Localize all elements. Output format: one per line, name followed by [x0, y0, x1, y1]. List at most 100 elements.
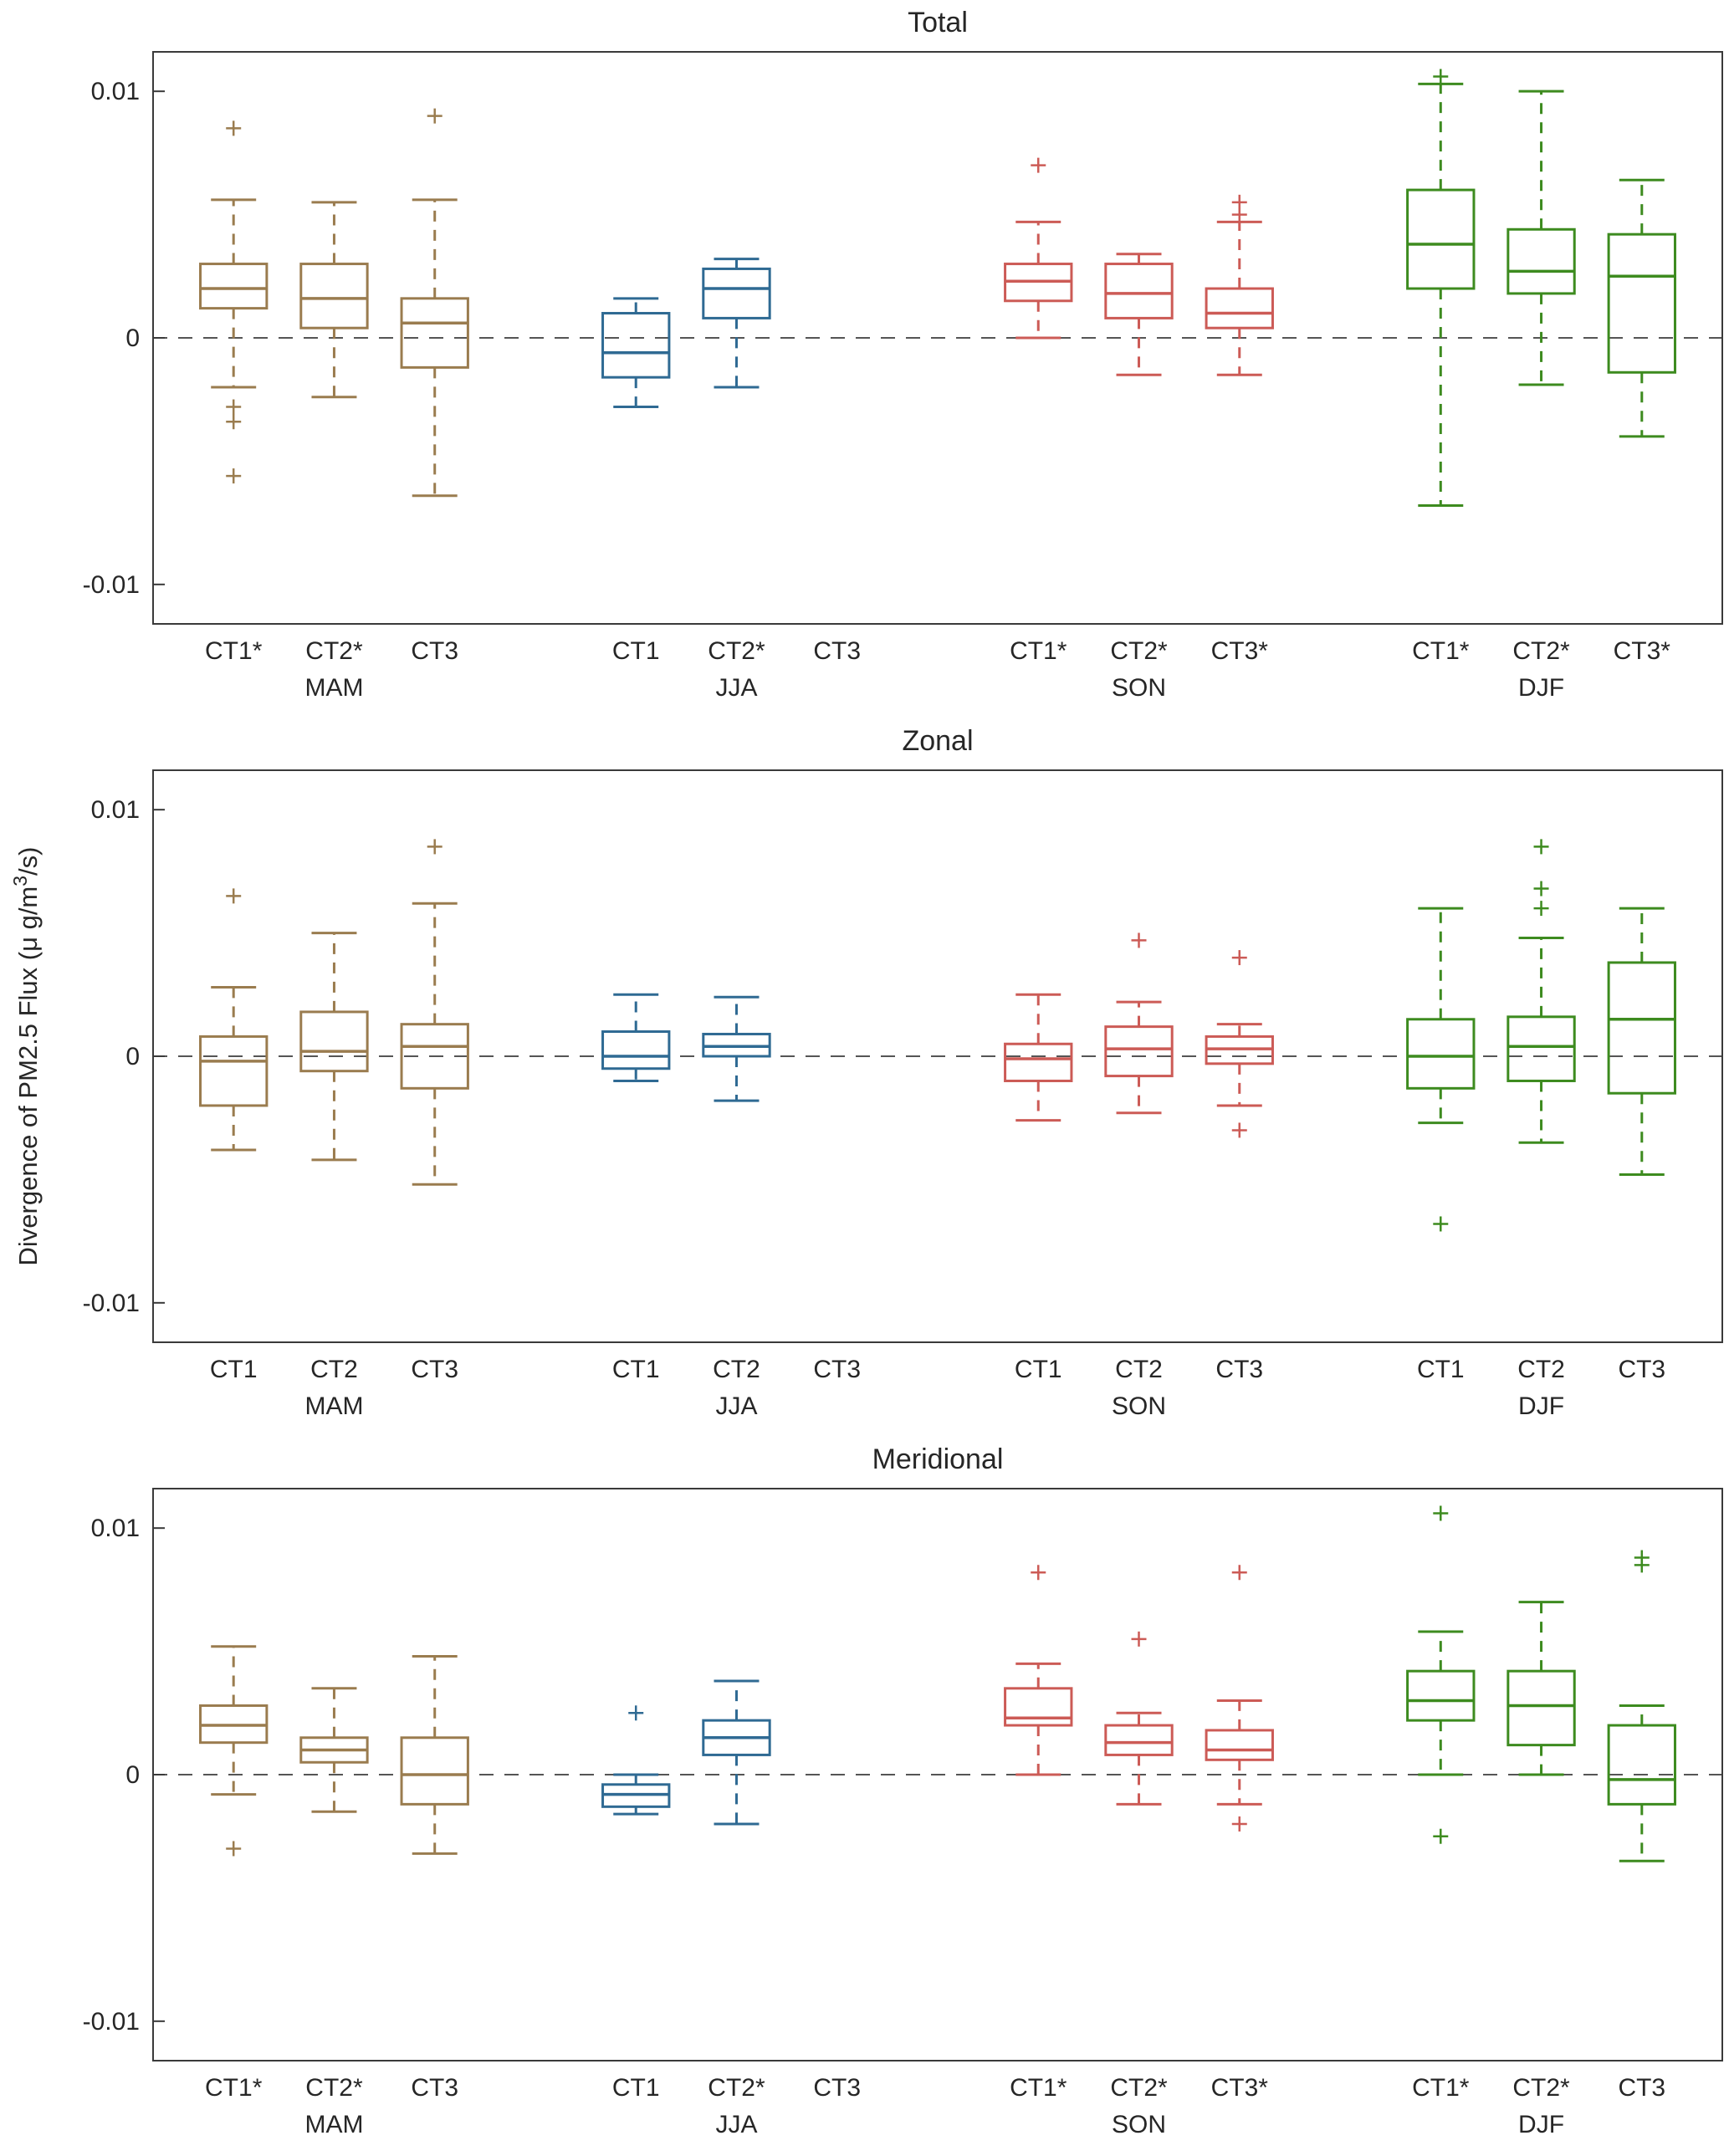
box-DJF-CT3 [1607, 907, 1676, 1177]
box-SON-CT2* [1104, 1631, 1174, 1806]
y-tick-label: 0 [125, 324, 140, 352]
iqr-box [1506, 1669, 1576, 1747]
iqr-box [1104, 263, 1174, 319]
panel-zonal: Zonal -0.01 0 0.01 CT1 CT2 CT3 MAM CT1 CT2 CT3 JJA C… [0, 718, 1729, 1437]
box-JJA-CT1 [601, 993, 671, 1082]
iqr-box [1607, 1724, 1676, 1806]
iqr-box [702, 267, 771, 319]
plot-frame [152, 51, 1723, 625]
iqr-box [199, 1035, 269, 1107]
box-DJF-CT1* [1406, 69, 1476, 507]
x-tick-label: CT1 [612, 1356, 660, 1383]
season-label: SON [1112, 674, 1166, 702]
x-tick-label: CT3* [1211, 637, 1269, 665]
iqr-box [601, 312, 671, 379]
panel-meridional: Meridional -0.01 0 0.01 CT1* CT2* CT3 MAM CT1 CT2… [0, 1437, 1729, 2155]
box-DJF-CT2 [1506, 839, 1576, 1144]
x-tick-label: CT2* [708, 2074, 765, 2102]
x-tick-label: CT2 [713, 1356, 760, 1383]
x-tick-label: CT1 [612, 2074, 660, 2102]
box-MAM-CT2* [299, 201, 369, 399]
x-tick-label: CT3* [1211, 2074, 1269, 2102]
x-tick-label: CT3 [1618, 2074, 1665, 2102]
season-label: JJA [715, 674, 757, 702]
season-label: DJF [1518, 1392, 1564, 1420]
season-label: SON [1112, 2111, 1166, 2138]
box-JJA-CT2 [702, 995, 771, 1102]
iqr-box [1004, 1042, 1073, 1082]
x-tick-label: CT1 [210, 1356, 258, 1383]
season-label: MAM [304, 2111, 363, 2138]
iqr-box [1506, 227, 1576, 295]
iqr-box [400, 297, 469, 369]
x-tick-label: CT3 [411, 2074, 458, 2102]
y-tick-label: 0 [125, 1761, 140, 1789]
box-SON-CT3* [1205, 194, 1274, 376]
x-tick-label: CT3 [813, 2074, 861, 2102]
box-DJF-CT3* [1607, 178, 1676, 438]
x-tick-label: CT1 [1015, 1356, 1062, 1383]
box-MAM-CT3 [400, 839, 469, 1186]
x-tick-label: CT1 [612, 637, 660, 665]
box-SON-CT3 [1205, 950, 1274, 1138]
y-tick-label: -0.01 [83, 2008, 140, 2036]
season-label: SON [1112, 1392, 1166, 1420]
iqr-box [1104, 1025, 1174, 1078]
season-label: DJF [1518, 674, 1564, 702]
panel-title: Total [908, 7, 968, 38]
iqr-box [1406, 188, 1476, 290]
x-tick-label: CT2 [310, 1356, 358, 1383]
zonal-chart: Zonal -0.01 0 0.01 CT1 CT2 CT3 MAM CT1 CT2 CT3 JJA C… [9, 725, 1723, 1420]
panel-title: Zonal [902, 725, 973, 757]
box-SON-CT3* [1205, 1565, 1274, 1832]
box-DJF-CT1 [1406, 907, 1476, 1232]
iqr-box [1205, 1729, 1274, 1761]
iqr-box [199, 263, 269, 310]
x-tick-label: CT2 [1517, 1356, 1565, 1383]
box-SON-CT1* [1004, 157, 1073, 340]
panel-title: Meridional [872, 1443, 1004, 1475]
box-MAM-CT1* [199, 120, 269, 484]
x-tick-label: CT1* [1010, 2074, 1067, 2102]
box-MAM-CT1 [199, 888, 269, 1152]
x-tick-label: CT2 [1115, 1356, 1163, 1383]
y-tick-label: -0.01 [83, 571, 140, 599]
box-SON-CT2 [1104, 932, 1174, 1115]
box-MAM-CT2 [299, 932, 369, 1162]
x-tick-label: CT2* [1512, 2074, 1570, 2102]
box-DJF-CT1* [1406, 1505, 1476, 1844]
x-tick-label: CT3 [1618, 1356, 1665, 1383]
iqr-box [1406, 1669, 1476, 1722]
iqr-box [400, 1736, 469, 1806]
season-label: MAM [304, 674, 363, 702]
x-tick-label: CT1 [1417, 1356, 1465, 1383]
x-tick-label: CT2* [305, 2074, 363, 2102]
iqr-box [1406, 1018, 1476, 1090]
box-SON-CT1 [1004, 993, 1073, 1122]
x-tick-label: CT3 [813, 637, 861, 665]
iqr-box [299, 263, 369, 330]
meridional-chart: Meridional -0.01 0 0.01 CT1* CT2* CT3 MAM CT1 CT2… [83, 1443, 1723, 2138]
iqr-box [1607, 232, 1676, 374]
plot-frame [152, 1488, 1723, 2061]
x-tick-label: CT3 [1215, 1356, 1263, 1383]
y-tick-label: -0.01 [83, 1290, 140, 1317]
x-tick-label: CT3 [411, 1356, 458, 1383]
box-DJF-CT2* [1506, 89, 1576, 386]
season-label: JJA [715, 1392, 757, 1420]
x-tick-label: CT1* [1412, 2074, 1470, 2102]
x-tick-label: CT1* [205, 2074, 263, 2102]
y-tick-label: 0.01 [91, 78, 140, 105]
iqr-box [1104, 1724, 1174, 1756]
box-JJA-CT1 [601, 297, 671, 409]
x-tick-label: CT2* [1110, 637, 1168, 665]
x-tick-label: CT1* [1412, 637, 1470, 665]
x-tick-label: CT1* [1010, 637, 1067, 665]
x-tick-label: CT1* [205, 637, 263, 665]
box-MAM-CT2* [299, 1687, 369, 1813]
iqr-box [1205, 287, 1274, 330]
total-chart: Total -0.01 0 0.01 CT1* CT2* CT3 MAM CT1 CT2* CT3 J… [83, 7, 1723, 702]
x-tick-label: CT2* [1110, 2074, 1168, 2102]
box-SON-CT1* [1004, 1565, 1073, 1776]
